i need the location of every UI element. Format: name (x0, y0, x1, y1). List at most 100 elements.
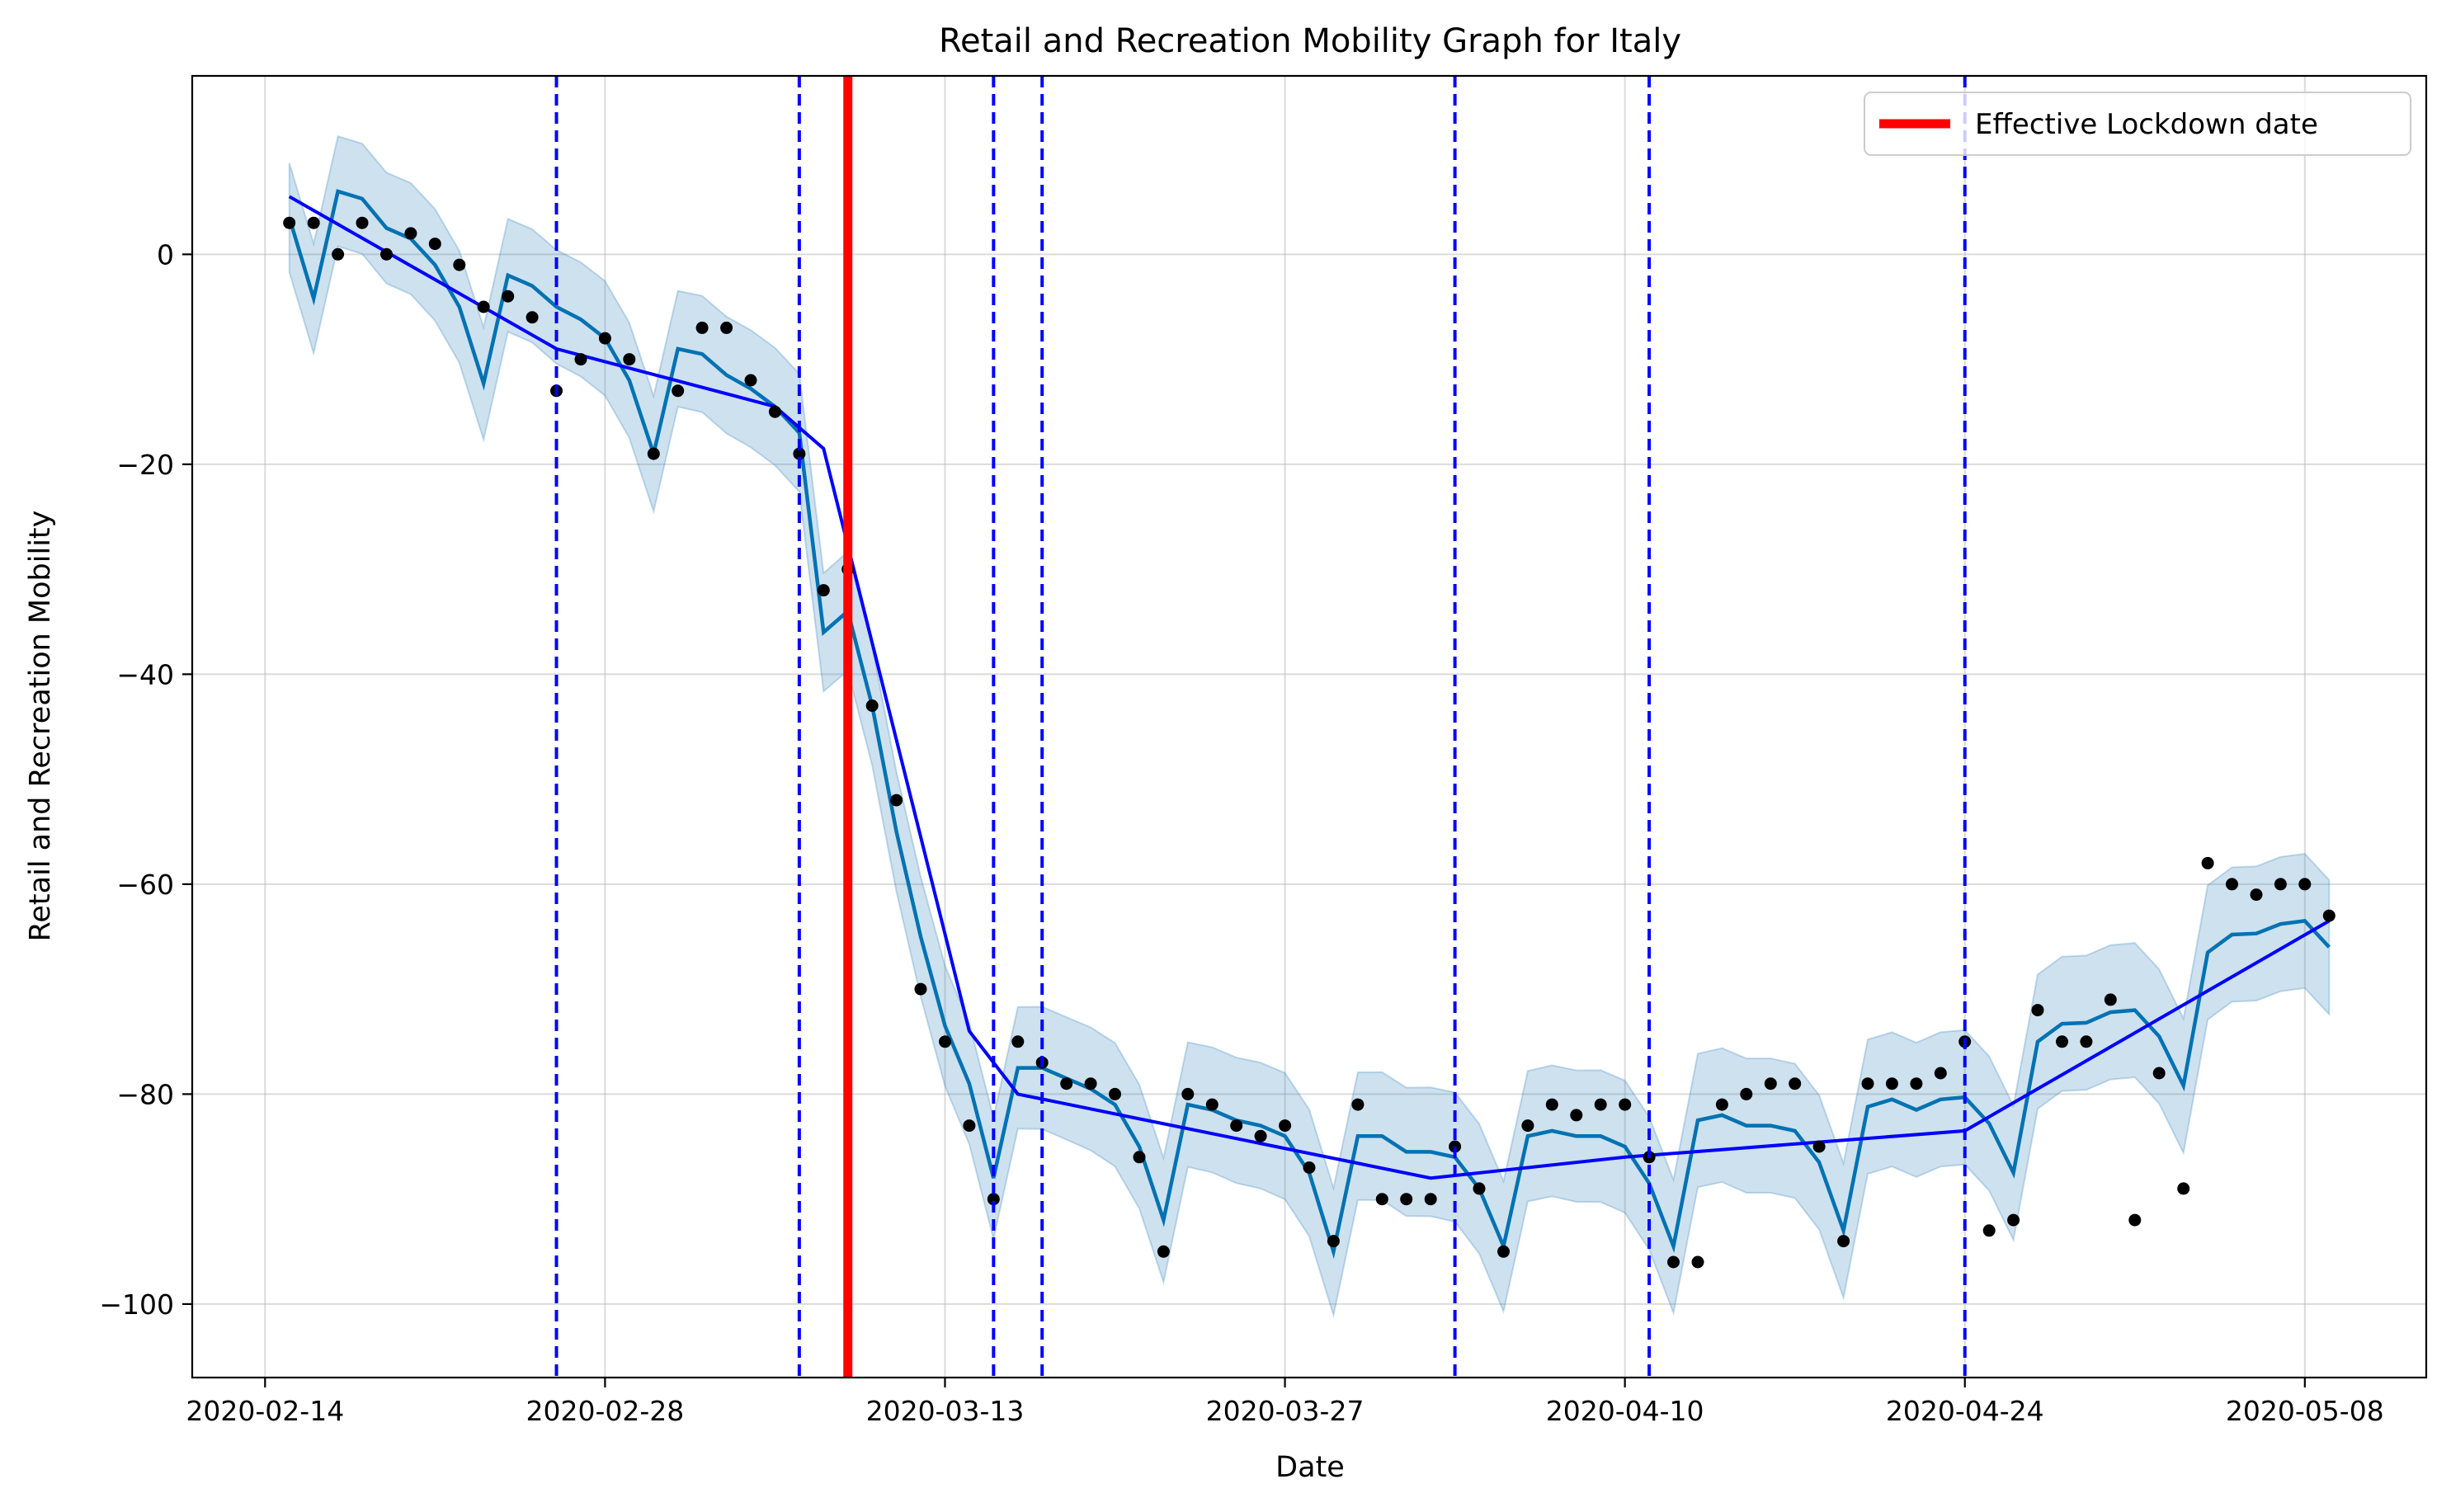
observed-point (1764, 1077, 1777, 1090)
observed-point (2104, 993, 2117, 1006)
observed-point (1205, 1098, 1218, 1111)
legend-box (1864, 92, 2411, 156)
observed-point (1789, 1077, 1802, 1090)
observed-point (2201, 856, 2214, 869)
observed-point (865, 699, 879, 712)
observed-point (1715, 1098, 1728, 1111)
observed-point (672, 384, 685, 398)
x-axis-label: Date (1275, 1451, 1345, 1484)
observed-point (2007, 1213, 2020, 1227)
x-tick-label: 2020-02-28 (526, 1395, 685, 1427)
observed-point (356, 216, 369, 229)
uncertainty-band (288, 135, 2331, 1319)
observed-point (574, 353, 587, 366)
observed-point (428, 238, 441, 251)
observed-point (695, 321, 709, 334)
observed-point (1594, 1098, 1607, 1111)
observed-point (939, 1035, 951, 1048)
observed-point (1982, 1224, 1996, 1237)
y-axis-ticks: 0 −20 −40 −60 −80 −100 (99, 238, 192, 1321)
observed-point (1375, 1193, 1388, 1206)
observed-point (744, 374, 757, 387)
y-tick-label: −40 (116, 658, 174, 690)
chart-title: Retail and Recreation Mobility Graph for… (939, 22, 1681, 60)
observed-point (1011, 1035, 1025, 1048)
observed-point (2152, 1067, 2166, 1080)
observed-points (283, 216, 2336, 1269)
observed-point (332, 247, 345, 261)
observed-point (1084, 1077, 1097, 1090)
observed-point (1885, 1077, 1898, 1090)
x-tick-label: 2020-05-08 (2226, 1395, 2384, 1427)
observed-point (1109, 1087, 1121, 1100)
observed-point (1279, 1119, 1292, 1133)
observed-point (2080, 1035, 2093, 1048)
observed-point (526, 311, 539, 324)
observed-point (720, 321, 733, 334)
observed-point (1812, 1140, 1826, 1153)
observed-point (623, 353, 636, 366)
x-tick-label: 2020-04-24 (1886, 1395, 2044, 1427)
observed-point (1521, 1119, 1534, 1133)
observed-point (2322, 909, 2336, 922)
observed-point (453, 258, 466, 271)
observed-point (2250, 888, 2263, 902)
observed-point (2298, 878, 2312, 891)
observed-point (987, 1193, 1000, 1206)
observed-point (2226, 878, 2238, 891)
observed-point (963, 1119, 976, 1133)
y-tick-label: −80 (116, 1078, 174, 1110)
observed-point (890, 794, 903, 807)
observed-point (1667, 1255, 1680, 1269)
x-axis-ticks: 2020-02-14 2020-02-28 2020-03-13 2020-03-27… (186, 1378, 2384, 1427)
observed-point (1545, 1098, 1558, 1111)
observed-point (793, 447, 806, 460)
observed-point (404, 227, 417, 240)
y-tick-label: −60 (116, 869, 174, 901)
observed-point (1254, 1129, 1267, 1142)
observed-point (1157, 1245, 1170, 1258)
grid-lines (192, 76, 2426, 1378)
observed-point (1497, 1245, 1510, 1258)
observed-point (2177, 1182, 2190, 1195)
observed-point (1303, 1161, 1316, 1174)
observed-point (307, 216, 320, 229)
observed-point (598, 332, 611, 345)
observed-point (2128, 1213, 2142, 1227)
y-tick-label: 0 (157, 238, 174, 271)
observed-point (1691, 1255, 1704, 1269)
y-tick-label: −100 (99, 1288, 174, 1321)
observed-point (1400, 1193, 1413, 1206)
observed-point (1424, 1193, 1437, 1206)
observed-point (2031, 1004, 2044, 1017)
observed-point (1619, 1098, 1632, 1111)
observed-point (1910, 1077, 1923, 1090)
observed-point (502, 290, 515, 303)
observed-point (477, 300, 490, 313)
y-axis-label: Retail and Recreation Mobility (24, 511, 57, 942)
observed-point (1230, 1119, 1243, 1133)
observed-point (1181, 1087, 1195, 1100)
observed-point (1570, 1109, 1583, 1122)
observed-point (1861, 1077, 1874, 1090)
observed-point (817, 584, 830, 597)
observed-point (2056, 1035, 2068, 1048)
x-tick-label: 2020-03-13 (866, 1395, 1025, 1427)
observed-point (1327, 1235, 1340, 1248)
observed-point (914, 982, 927, 996)
observed-point (1133, 1151, 1146, 1164)
x-tick-label: 2020-04-10 (1546, 1395, 1704, 1427)
observed-point (1473, 1182, 1486, 1195)
observed-point (1934, 1067, 1947, 1080)
observed-point (1740, 1087, 1753, 1100)
y-tick-label: −20 (116, 449, 174, 481)
observed-point (380, 247, 393, 261)
observed-point (647, 447, 660, 460)
observed-point (1351, 1098, 1365, 1111)
observed-point (2274, 878, 2287, 891)
observed-point (768, 405, 781, 418)
legend-label-lockdown: Effective Lockdown date (1975, 108, 2318, 141)
forecast-interval (288, 135, 2331, 1319)
plot-frame (191, 74, 2428, 1379)
